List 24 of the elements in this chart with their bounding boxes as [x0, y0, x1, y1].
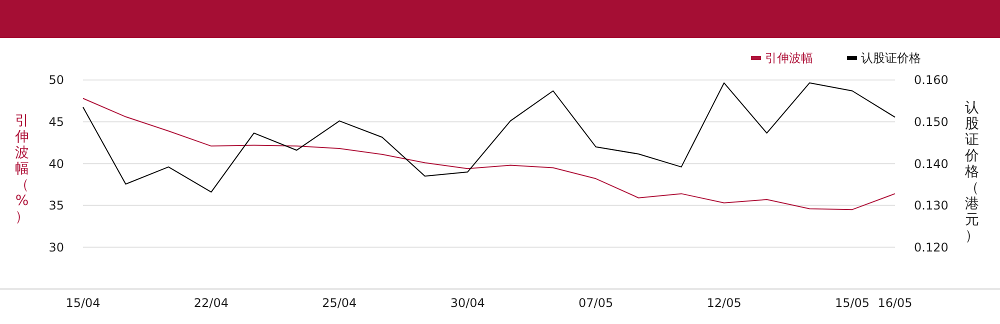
y-axis-title: 引伸波幅（%） [14, 113, 29, 225]
text: 认股证价格（港元） [965, 100, 979, 244]
line-series [82, 98, 896, 210]
y2-tick-label: 0.140 [914, 156, 948, 171]
line-series [82, 82, 896, 193]
y2-tick-label: 0.130 [914, 198, 948, 213]
x-tick-label: 25/04 [322, 296, 357, 310]
y-tick-label: 50 [48, 73, 64, 88]
x-tick-label: 15/05 [834, 296, 870, 310]
x-tick-label: 30/04 [450, 296, 485, 310]
y2-tick-label: 0.150 [914, 115, 948, 129]
legend-label: 引伸波幅 [765, 51, 813, 65]
legend-label: 认股证价格 [861, 51, 921, 65]
y-tick-label: 35 [48, 198, 64, 213]
y2-tick-label: 0.120 [914, 240, 948, 254]
y2-tick-label: 0.160 [914, 73, 948, 88]
x-tick-label: 07/05 [578, 296, 614, 310]
y-tick-label: 45 [48, 115, 64, 129]
y-tick-label: 30 [48, 240, 64, 254]
x-tick-label: 16/05 [878, 296, 912, 310]
x-tick-label: 22/04 [194, 296, 229, 310]
y-tick-label: 40 [48, 156, 64, 171]
x-tick-label: 15/04 [66, 296, 100, 310]
x-tick-label: 12/05 [706, 296, 742, 310]
